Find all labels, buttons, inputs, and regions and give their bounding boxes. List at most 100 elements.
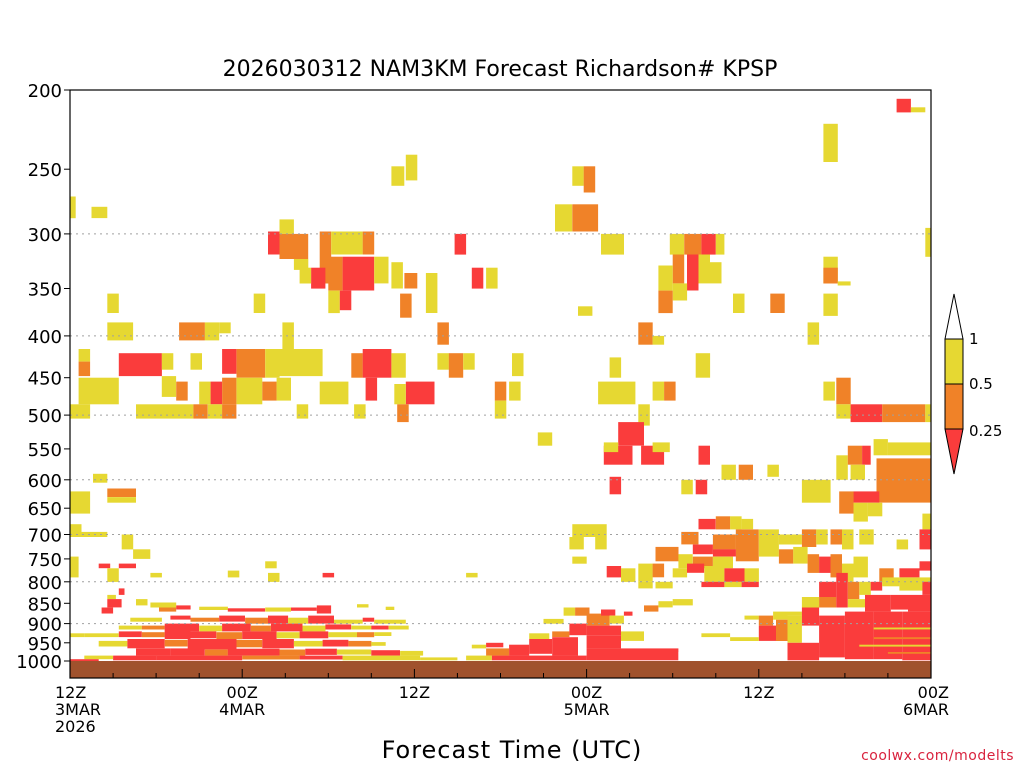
heatmap-cell [778,549,794,564]
heatmap-cell [876,458,931,503]
heatmap-cell [865,594,891,612]
heatmap-cell [199,625,223,632]
colorbar-label: 0.25 [969,422,1002,440]
heatmap-cell [199,381,211,405]
heatmap-cell [687,563,705,573]
heatmap-cell [265,561,277,569]
heatmap-cell [268,572,280,582]
heatmap-cell [701,633,731,638]
gridlines [70,233,931,625]
heatmap-cell [374,632,392,636]
heatmap-cell [609,615,624,624]
heatmap-cell [262,381,277,401]
heatmap-cell [853,491,880,503]
heatmap-cell [279,349,323,377]
heatmap-cell [405,154,418,181]
heatmap-cell [336,649,372,655]
heatmap-cell [334,619,363,624]
heatmap-cell [819,597,837,608]
heatmap-cell [176,381,188,401]
heatmap-cell [437,353,449,370]
y-tick-label: 950 [28,634,62,655]
heatmap-cell [621,568,636,582]
heatmap-cell [193,404,208,419]
heatmap-cell [509,644,530,656]
heatmap-cell [850,404,883,423]
heatmap-cell [873,439,888,456]
heatmap-cell [118,353,162,377]
y-tick-label: 650 [28,499,62,520]
heatmap-cell [351,625,372,630]
heatmap-cell [652,381,665,401]
heatmap-cell [351,353,363,378]
heatmap-cell [107,322,134,341]
heatmap-cell [601,233,624,255]
heatmap-cell [190,617,220,622]
heatmap-cell [486,648,510,656]
x-tick-label: 12Z [743,683,774,702]
heatmap-cell [78,361,91,377]
heatmap-cell [107,488,136,497]
heatmap-cell [276,377,291,401]
heatmap-cell [922,581,931,595]
colorbar-label: 0.5 [969,375,993,393]
heatmap-cell [638,581,653,589]
heatmap-cell [150,602,177,608]
x-tick-label: 12Z [399,683,430,702]
heatmap-cell [664,381,676,401]
heatmap-cell [896,539,909,550]
heatmap-cell [555,204,573,232]
heatmap-cell [890,594,908,610]
heatmap-cell [807,322,820,345]
heatmap-cell [823,381,835,401]
y-tick-label: 200 [28,81,62,102]
heatmap-cell [563,607,576,616]
heatmap-cell [161,376,177,397]
heatmap-cell [113,655,157,661]
heatmap-cell [253,293,266,313]
heatmap-cell [118,588,125,595]
heatmap-cell [391,353,406,378]
heatmap-cell [293,640,323,647]
heatmap-cell [618,422,644,446]
heatmap-cell [164,623,200,632]
heatmap-cell [807,554,820,573]
heatmap-cell [70,196,76,219]
heatmap-cell [721,464,736,480]
heatmap-cell [919,561,931,571]
heatmap-cell [118,563,136,569]
heatmap-cell [910,107,926,113]
heatmap-cell [695,479,708,495]
heatmap-cell [136,404,194,419]
heatmap-cell [658,290,673,314]
heatmap-cell [262,639,294,649]
heatmap-cell [486,267,498,289]
heatmap-cell [141,632,165,638]
heatmap-cell [93,473,108,483]
heatmap-cell [288,617,309,624]
heatmap-cell [70,491,91,514]
heatmap-cell [735,529,759,562]
heatmap-cell [227,608,266,612]
heatmap-cell [862,445,871,465]
heatmap-cell [98,563,111,569]
heatmap-cell [575,607,590,616]
heatmap-cell [207,404,223,419]
heatmap-cell [859,529,874,545]
heatmap-cell [70,524,82,537]
heatmap-cell [887,442,931,456]
heatmap-cell [204,322,220,341]
heatmap-cell [787,615,802,643]
heatmap-cell [118,631,142,638]
heatmap-cell [819,615,845,658]
heatmap-cell [308,615,334,624]
heatmap-cell [466,655,492,661]
x-tick-label: 00Z [918,683,949,702]
heatmap-cell [698,445,710,465]
heatmap-cell [305,648,337,655]
heatmap-cell [236,377,263,405]
heatmap-cell [187,639,237,650]
heatmap-cell [311,267,326,289]
heatmap-cell [362,617,375,622]
